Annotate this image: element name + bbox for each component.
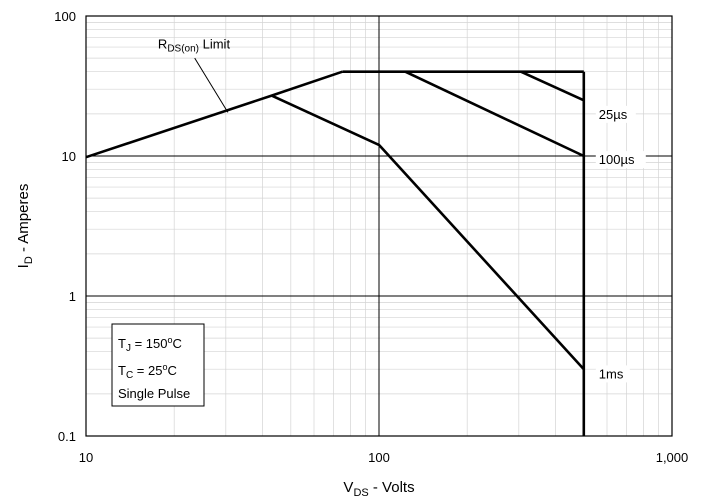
y-tick-label: 0.1 [58,429,76,444]
tc-mid: = 25 [133,363,162,378]
tc-sub: C [126,370,133,381]
tc-tail: C [167,363,176,378]
tc-main: T [118,363,126,378]
x-tick-label: 10 [79,450,93,465]
plot-frame [85,15,673,437]
condition-tc: TC = 25oC [118,362,177,381]
x-title-sub: DS [353,487,368,497]
rds-label-tail: Limit [199,37,230,52]
tj-tail: C [172,336,181,351]
condition-pulse: Single Pulse [118,386,190,401]
rds-label-sub: DS(on) [167,44,199,55]
x-title-tail: - Volts [369,479,415,496]
y-title-main: I [15,264,32,268]
series-line-rds-limit [85,70,343,159]
tj-sub: J [126,343,131,354]
condition-tj: TJ = 150oC [118,335,182,354]
label-100us-background [595,151,646,169]
x-tick-labels: 10 100 1,000 [79,450,689,465]
y-axis-title: ID - Amperes [15,184,35,269]
y-tick-labels: 0.1 1 10 100 [54,9,76,444]
rds-limit-label: RDS(on) Limit [158,37,231,55]
label-1ms-background [595,365,630,383]
series-lines [85,70,586,436]
conditions-box [111,323,205,407]
label-100us: 100µs [599,152,635,167]
x-tick-label: 1,000 [656,450,689,465]
tc-sup: o [162,362,167,372]
label-25us: 25µs [599,107,628,122]
y-tick-label: 1 [69,289,76,304]
rds-limit-leader-line [194,57,229,113]
x-title-main: V [343,479,353,496]
series-line-25us [520,70,585,102]
y-tick-label: 10 [62,149,76,164]
y-tick-label: 100 [54,9,76,24]
tj-mid: = 150 [131,336,168,351]
tj-main: T [118,336,126,351]
series-line-1ms [271,94,585,371]
tj-sup: o [167,335,172,345]
y-title-sub: D [23,256,35,264]
label-1ms: 1ms [599,366,624,381]
series-line-100us [404,70,585,158]
rds-label-main: R [158,37,167,52]
label-25us-background [595,105,636,123]
x-tick-label: 100 [368,450,390,465]
y-title-tail: - Amperes [15,184,32,257]
x-axis-title: VDS - Volts [343,479,414,497]
